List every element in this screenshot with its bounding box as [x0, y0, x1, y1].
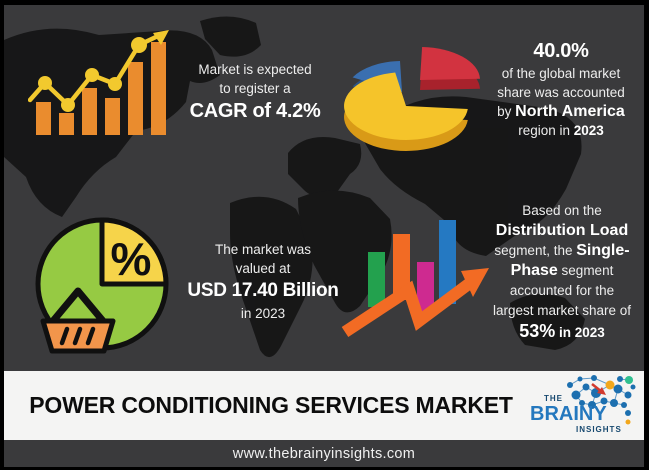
stat-seg-line7-mid: in: [555, 325, 575, 340]
stat-val-line2: valued at: [235, 261, 291, 276]
market-share-pie-icon: [344, 47, 480, 151]
percent-pie-basket-icon: %: [35, 217, 169, 354]
stat-cagr: Market is expected to register a CAGR of…: [165, 60, 345, 124]
segment-bar-orange: [393, 234, 410, 300]
website-band: www.thebrainyinsights.com: [4, 440, 644, 467]
logo-brainy: BRAINY: [530, 403, 607, 425]
stat-seg-line5: accounted for the: [509, 283, 615, 298]
stat-north-america: 40.0% of the global market share was acc…: [470, 38, 644, 140]
stat-na-line3: share was accounted: [497, 85, 625, 100]
stat-val-line1: The market was: [214, 242, 312, 257]
logo-orange-dot: [605, 380, 615, 390]
segment-bars-arrow-icon: [341, 220, 489, 338]
stat-na-region: North America: [515, 103, 625, 120]
stat-cagr-line1: Market is expected: [198, 62, 312, 77]
logo-insights: INSIGHTS: [576, 425, 622, 434]
stat-seg-year: 2023: [574, 325, 605, 340]
stat-seg-share-value: 53%: [519, 321, 556, 341]
trend-arrowhead-icon: [153, 30, 169, 45]
segment-bar-blue: [439, 220, 456, 304]
pie-slice-yellow: [344, 72, 468, 140]
stat-na-line2: of the global market: [501, 66, 621, 81]
map-greenland: [200, 16, 261, 57]
stat-seg-phase: Phase: [510, 262, 558, 279]
stat-na-line5-prefix: region in: [518, 123, 574, 138]
stat-seg-line1: Based on the: [522, 203, 602, 218]
logo-red-arrow-icon: [591, 383, 606, 395]
stat-na-line4: by North America: [470, 102, 644, 121]
stat-na-year: 2023: [573, 123, 604, 138]
percent-pie-slice: [99, 217, 169, 287]
website-link[interactable]: www.thebrainyinsights.com: [232, 445, 416, 462]
segment-bar-green: [368, 252, 385, 307]
stat-na-value: 40.0%: [533, 40, 589, 62]
map-europe: [288, 137, 362, 198]
growth-arrowhead-icon: [461, 268, 489, 297]
growth-bars: [36, 42, 166, 135]
stat-na-line4-prefix: by: [497, 104, 516, 119]
stat-seg-line3: segment, the Single-: [464, 241, 644, 261]
brainy-insights-logo: THE BRAINY INSIGHTS: [530, 375, 636, 434]
percent-symbol: %: [111, 233, 152, 285]
infographic-canvas: Market is expected to register a CAGR of…: [4, 5, 644, 467]
stat-na-line5: region in 2023: [470, 121, 644, 140]
stat-seg-single: Single-: [576, 242, 630, 259]
stat-cagr-line2: to register a: [219, 81, 291, 96]
trend-dots: [38, 37, 147, 112]
segment-bar-magenta: [417, 262, 434, 314]
logo-exclamation-icon: [625, 410, 631, 425]
growth-trend-chart-icon: [28, 30, 169, 135]
growth-arrow-line: [341, 275, 478, 338]
logo-green-dot: [625, 376, 633, 384]
stat-seg-line6: largest market share of: [492, 303, 632, 318]
stat-cagr-value: CAGR of 4.2%: [189, 100, 321, 122]
footer-band: POWER CONDITIONING SERVICES MARKET: [4, 371, 644, 440]
stat-seg-segment-name: Distribution Load: [495, 222, 629, 239]
stat-seg-line7: 53% in 2023: [464, 321, 644, 343]
shopping-basket-icon: [40, 287, 116, 354]
stat-seg-line3-prefix: segment, the: [494, 243, 577, 258]
stat-seg-line4: Phase segment: [464, 261, 644, 281]
pie-slice-red: [420, 47, 480, 80]
stat-val-line4: in 2023: [240, 306, 286, 321]
stat-segment: Based on the Distribution Load segment, …: [464, 201, 644, 343]
stat-seg-line4-suffix: segment: [557, 263, 614, 278]
page-title: POWER CONDITIONING SERVICES MARKET: [29, 392, 513, 418]
map-south-america: [230, 196, 313, 358]
logo-brain-dots: [567, 375, 636, 409]
stat-valuation: The market was valued at USD 17.40 Billi…: [172, 240, 354, 323]
map-australia: [510, 294, 585, 350]
logo-the: THE: [544, 394, 563, 403]
stat-val-value: USD 17.40 Billion: [187, 280, 339, 301]
